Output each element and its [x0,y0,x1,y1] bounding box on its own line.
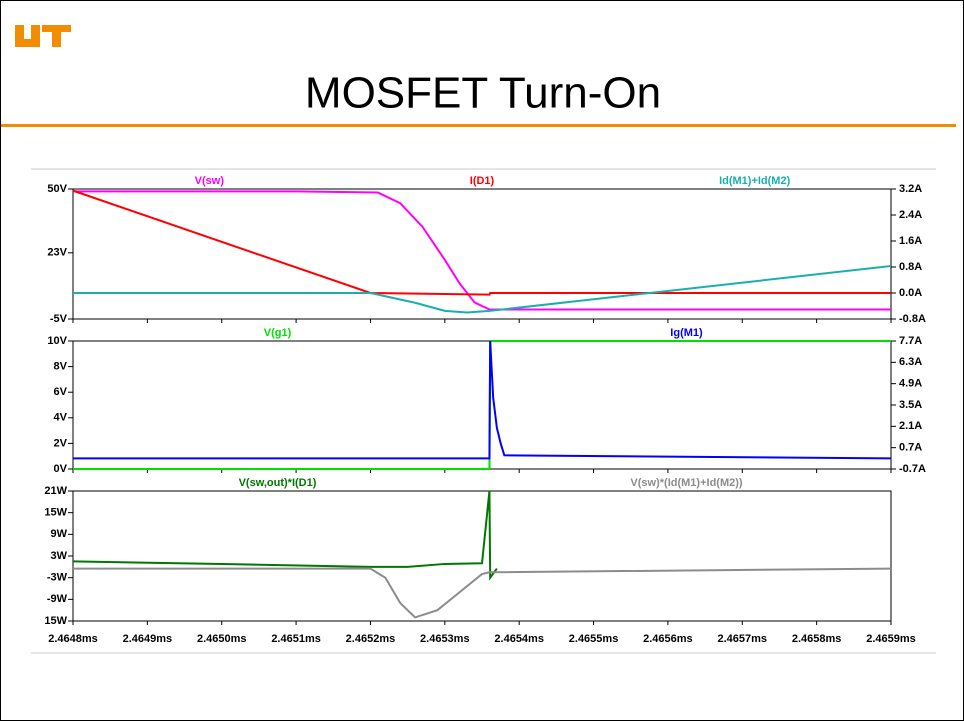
y2-tick-label: -0.7A [899,463,926,475]
x-tick-label: 2.4650ms [197,633,247,645]
x-tick-label: 2.4655ms [569,633,619,645]
y2-tick-label: 0.7A [899,442,922,454]
slide-title: MOSFET Turn-On [305,69,661,118]
y2-tick-label: 0.0A [899,287,922,299]
plot-pane [72,340,892,470]
y2-tick-label: -0.8A [899,313,926,325]
legend-label: Id(M1)+Id(M2) [719,175,791,187]
y-tick-label: 15W [44,615,67,627]
legend-label: Ig(M1) [670,327,703,339]
series-line [73,567,892,619]
y-tick-label: -5V [50,313,68,325]
y2-tick-label: 3.5A [899,399,922,411]
x-tick-label: 2.4656ms [643,633,693,645]
x-tick-label: 2.4648ms [48,633,98,645]
series-line [72,490,498,581]
y2-tick-label: 6.3A [899,356,922,368]
y2-tick-label: 2.1A [899,420,922,432]
y2-tick-label: 4.9A [899,378,922,390]
series-line [73,340,892,460]
y-tick-label: 2V [54,437,68,449]
y-tick-label: 8V [54,361,68,373]
y2-tick-label: 7.7A [899,335,922,347]
legend-label: I(D1) [470,175,495,187]
title-rule [1,124,956,127]
logo [15,25,71,47]
y-tick-label: 50V [47,183,67,195]
y-tick-label: 21W [44,485,67,497]
x-tick-label: 2.4659ms [866,633,916,645]
series-line [73,190,891,311]
legend-label: V(sw) [195,175,225,187]
y2-tick-label: 3.2A [899,183,922,195]
legend-label: V(sw)*(Id(M1)+Id(M2)) [630,477,742,489]
y-tick-label: -3W [47,572,68,584]
x-tick-label: 2.4654ms [494,633,544,645]
y-tick-label: -9W [47,593,68,605]
series-line [73,265,892,314]
y2-tick-label: 1.6A [899,235,922,247]
x-tick-label: 2.4649ms [123,633,173,645]
x-tick-label: 2.4657ms [717,633,767,645]
y-tick-label: 10V [47,335,67,347]
y-tick-label: 9W [51,528,68,540]
y-tick-label: 6V [54,386,68,398]
x-tick-label: 2.4651ms [271,633,321,645]
plots: 50V 23V -5V 3.2A 2.4A 1.6A 0.8A 0.0A -0.8A V(sw) I… [44,175,926,645]
series-line [72,189,891,296]
legend-label: V(g1) [264,327,292,339]
x-tick-label: 2.4652ms [346,633,396,645]
plot-pane [72,188,892,320]
x-tick-label: 2.4653ms [420,633,470,645]
legend-label: V(sw,out)*I(D1) [239,477,317,489]
y-tick-label: 3W [51,550,68,562]
y-tick-label: 0V [54,463,68,475]
y2-tick-label: 0.8A [899,261,922,273]
x-tick-label: 2.4658ms [792,633,842,645]
y-tick-label: 15W [44,507,67,519]
y2-tick-label: 2.4A [899,209,922,221]
y-tick-label: 23V [47,247,67,259]
y-tick-label: 4V [54,412,68,424]
